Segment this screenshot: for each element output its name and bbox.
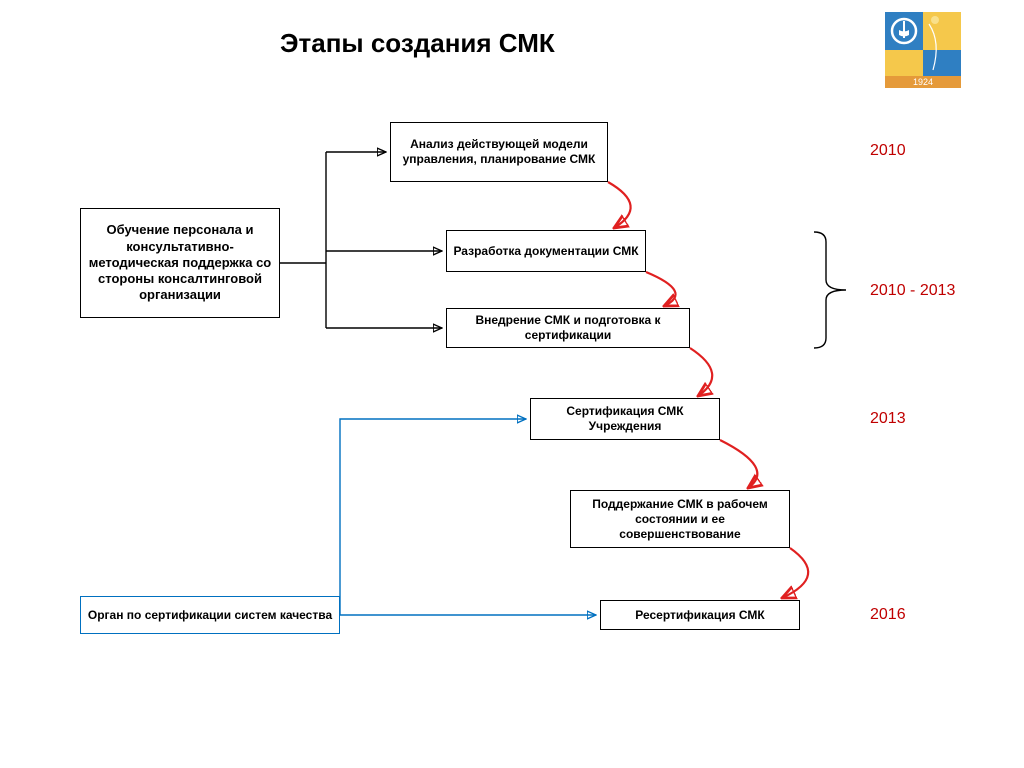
logo-year: 1924: [913, 77, 933, 87]
year-label-2: 2013: [870, 410, 906, 428]
node-implementation: Внедрение СМК и подготовка к сертификаци…: [446, 308, 690, 348]
node-recertification: Ресертификация СМК: [600, 600, 800, 630]
node-documentation: Разработка документации СМК: [446, 230, 646, 272]
connectors-layer: [0, 0, 1024, 768]
page-title: Этапы создания СМК: [280, 28, 555, 59]
node-maintenance: Поддержание СМК в рабочем состоянии и ее…: [570, 490, 790, 548]
node-analysis: Анализ действующей модели управления, пл…: [390, 122, 608, 182]
year-label-0: 2010: [870, 142, 906, 160]
year-label-3: 2016: [870, 606, 906, 624]
node-training-support: Обучение персонала и консультативно-мето…: [80, 208, 280, 318]
node-certification: Сертификация СМК Учреждения: [530, 398, 720, 440]
logo: 1924: [885, 12, 961, 93]
year-label-1: 2010 - 2013: [870, 282, 955, 300]
node-cert-body: Орган по сертификации систем качества: [80, 596, 340, 634]
